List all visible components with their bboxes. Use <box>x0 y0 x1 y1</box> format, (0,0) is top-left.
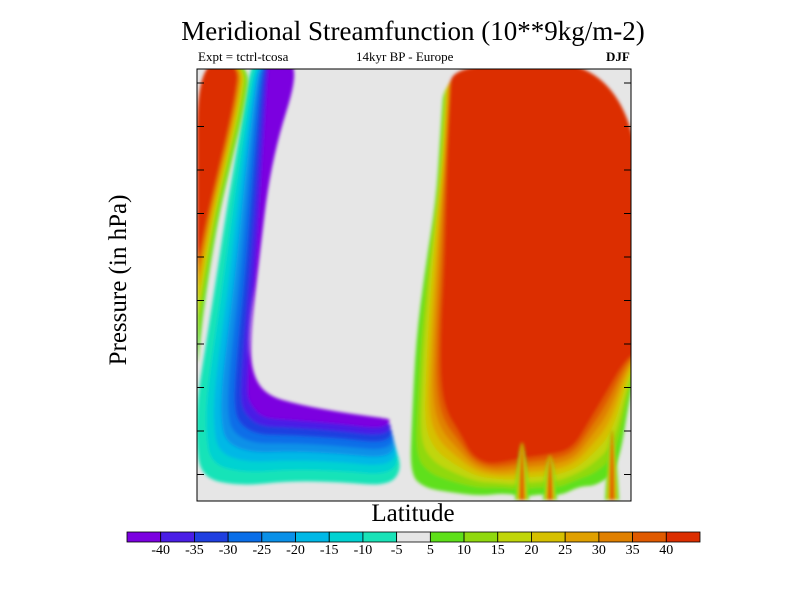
contour-band <box>440 69 631 464</box>
period-region-label: 14kyr BP - Europe <box>356 49 454 64</box>
colorbar-swatch <box>362 531 398 543</box>
colorbar-swatch <box>396 531 431 543</box>
positive-cell <box>410 69 631 497</box>
colorbar-label: 25 <box>558 543 573 558</box>
colorbar-label: 30 <box>591 543 606 558</box>
contour-band <box>519 442 525 500</box>
x-axis-label: Latitude <box>371 500 455 527</box>
colorbar-label: -5 <box>390 543 403 558</box>
positive-cell-spikes <box>515 430 619 500</box>
colorbar-swatch <box>261 531 296 543</box>
colorbar-label: -30 <box>218 543 238 558</box>
plot-frame <box>196 68 632 502</box>
colorbar-swatch <box>227 531 263 543</box>
colorbar-swatch <box>598 531 633 543</box>
colorbar-swatch <box>564 531 600 543</box>
axis-ticks <box>197 82 631 475</box>
colorbar-label: 40 <box>659 543 674 558</box>
colorbar-swatch <box>429 531 465 543</box>
colorbar-label: -20 <box>286 543 305 558</box>
experiment-label: Expt = tctrl-tcosa <box>198 49 289 64</box>
colorbar <box>126 531 701 543</box>
colorbar-label: -10 <box>353 543 373 558</box>
season-label: DJF <box>606 49 630 64</box>
colorbar-swatch <box>126 531 162 543</box>
colorbar-label: 35 <box>625 543 640 558</box>
contour-band <box>197 69 237 256</box>
colorbar-swatch <box>632 531 667 543</box>
colorbar-swatch <box>665 531 701 543</box>
colorbar-label: -40 <box>151 543 171 558</box>
colorbar-swatch <box>531 531 566 543</box>
colorbar-label: 20 <box>524 543 539 558</box>
colorbar-label: -35 <box>185 543 204 558</box>
colorbar-label: 5 <box>426 543 434 558</box>
chart-title: Meridional Streamfunction (10**9kg/m-2) <box>181 16 645 46</box>
colorbar-swatch <box>160 531 195 543</box>
colorbar-label: 15 <box>490 543 505 558</box>
colorbar-swatch <box>295 531 330 543</box>
colorbar-label: -15 <box>319 543 339 558</box>
colorbar-label: -25 <box>252 543 272 558</box>
colorbar-swatch <box>194 531 229 543</box>
colorbar-swatch <box>328 531 364 543</box>
contour-band <box>547 455 553 500</box>
colorbar-swatch <box>463 531 499 543</box>
colorbar-swatch <box>497 531 532 543</box>
negative-cell <box>197 69 400 485</box>
colorbar-label: 10 <box>457 543 472 558</box>
contour-band <box>609 430 615 500</box>
left-positive-cell <box>197 69 248 363</box>
contour-band <box>247 69 390 428</box>
